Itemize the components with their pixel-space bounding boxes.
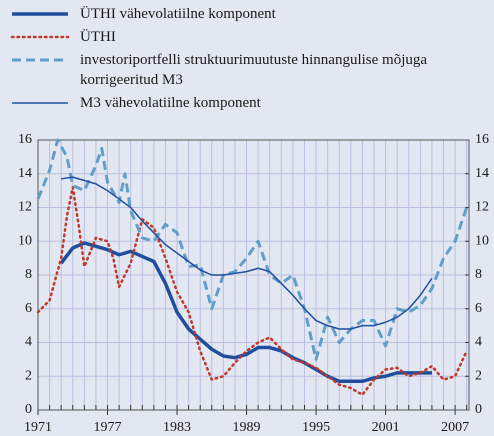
y2-tick-label: 2 bbox=[475, 368, 482, 383]
y2-tick-label: 16 bbox=[475, 132, 489, 147]
y-tick-label: 10 bbox=[18, 233, 32, 248]
y2-tick-label: 8 bbox=[475, 267, 482, 282]
y-tick-label: 6 bbox=[25, 301, 32, 316]
y-tick-label: 14 bbox=[18, 166, 32, 181]
legend: ÜTHI vähevolatiilne komponent ÜTHI investo… bbox=[0, 4, 494, 116]
x-tick-label: 2007 bbox=[441, 420, 469, 435]
y2-tick-label: 10 bbox=[475, 233, 489, 248]
y-tick-label: 4 bbox=[25, 335, 32, 350]
legend-label: ÜTHI bbox=[80, 29, 116, 45]
x-tick-label: 1989 bbox=[233, 420, 261, 435]
y2-tick-label: 6 bbox=[475, 301, 482, 316]
y-tick-label: 8 bbox=[25, 267, 32, 282]
legend-swatch bbox=[12, 58, 68, 62]
y2-tick-label: 12 bbox=[475, 200, 489, 215]
y2-tick-label: 0 bbox=[475, 402, 482, 417]
legend-label: investoriportfelli struktuurimuutuste hi… bbox=[80, 52, 428, 88]
y2-tick-label: 4 bbox=[475, 335, 482, 350]
plot-frame bbox=[37, 139, 470, 411]
x-tick-label: 2001 bbox=[372, 420, 400, 435]
series-line bbox=[61, 176, 433, 330]
legend-swatch bbox=[10, 35, 70, 39]
legend-label: M3 vähevolatiilne komponent bbox=[80, 95, 261, 111]
series-line bbox=[36, 138, 469, 361]
x-tick-label: 1977 bbox=[94, 420, 122, 435]
y-tick-label: 2 bbox=[25, 368, 32, 383]
legend-label: ÜTHI vähevolatiilne komponent bbox=[80, 6, 276, 22]
x-tick-label: 1971 bbox=[24, 420, 52, 435]
x-tick-label: 1983 bbox=[163, 420, 191, 435]
y-tick-label: 16 bbox=[18, 132, 32, 147]
series-line bbox=[59, 241, 432, 384]
y2-tick-label: 14 bbox=[475, 166, 489, 181]
y-tick-label: 0 bbox=[25, 402, 32, 417]
legend-item: ÜTHI bbox=[0, 27, 494, 47]
series-line bbox=[36, 186, 468, 397]
legend-item: ÜTHI vähevolatiilne komponent bbox=[0, 4, 494, 24]
y-tick-label: 12 bbox=[18, 200, 32, 215]
x-tick-label: 1995 bbox=[302, 420, 330, 435]
legend-swatch bbox=[12, 12, 68, 16]
legend-swatch bbox=[12, 102, 68, 104]
legend-item: M3 vähevolatiilne komponent bbox=[0, 93, 494, 113]
legend-item: investoriportfelli struktuurimuutuste hi… bbox=[0, 50, 494, 90]
